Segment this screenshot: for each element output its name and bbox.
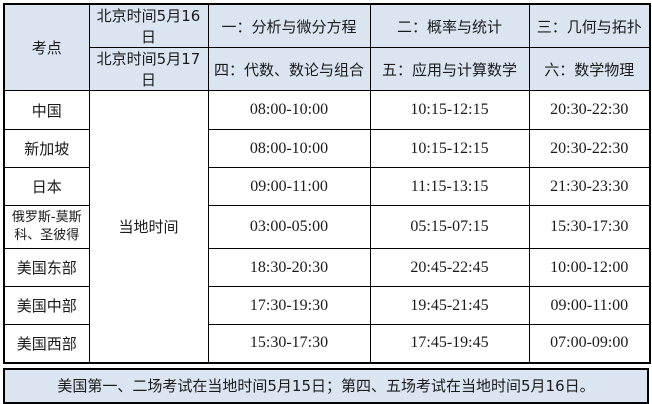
location-cell: 美国西部 [3,324,90,363]
time-cell: 05:15-07:15 [369,205,530,249]
subject-2-cell: 二：概率与统计 [369,3,530,48]
time-cell: 19:45-21:45 [369,286,530,325]
table-row-russia: 俄罗斯-莫斯科、圣彼得 03:00-05:00 05:15-07:15 15:3… [3,205,651,249]
location-cell: 美国中部 [3,286,90,325]
table-row-us-east: 美国东部 18:30-20:30 20:45-22:45 10:00-12:00 [3,248,651,287]
location-cell: 新加坡 [3,129,90,168]
time-cell: 10:15-12:15 [369,90,530,130]
time-cell: 03:00-05:00 [207,205,371,249]
subject-4-cell: 四：代数、数论与组合 [207,47,371,91]
time-cell: 09:00-11:00 [207,167,371,206]
location-cell: 中国 [3,90,90,130]
time-cell: 17:45-19:45 [369,324,530,363]
subject-1-cell: 一：分析与微分方程 [207,3,371,48]
table-row-japan: 日本 09:00-11:00 11:15-13:15 21:30-23:30 [3,167,651,206]
time-cell: 21:30-23:30 [528,167,651,206]
time-cell: 20:30-22:30 [528,129,651,168]
time-cell: 09:00-11:00 [528,286,651,325]
table-row-us-west: 美国西部 15:30-17:30 17:45-19:45 07:00-09:00 [3,324,651,363]
time-cell: 10:00-12:00 [528,248,651,287]
local-time-cell: 当地时间 [88,90,209,363]
header-row-day2: 北京时间5月17日 四：代数、数论与组合 五：应用与计算数学 六：数学物理 [4,47,651,91]
time-cell: 20:45-22:45 [369,248,530,287]
time-cell: 10:15-12:15 [369,129,530,168]
table-row-us-central: 美国中部 17:30-19:30 19:45-21:45 09:00-11:00 [3,286,651,325]
time-cell: 08:00-10:00 [207,129,371,168]
location-cell: 美国东部 [3,248,90,287]
beijing-time-day1-cell: 北京时间5月16日 [88,3,209,48]
subject-5-cell: 五：应用与计算数学 [369,47,530,91]
corner-cell-location-header: 考点 [3,3,90,91]
time-cell: 18:30-20:30 [207,248,371,287]
subject-3-cell: 三：几何与拓扑 [528,3,651,48]
location-cell: 俄罗斯-莫斯科、圣彼得 [3,205,90,249]
time-cell: 07:00-09:00 [528,324,651,363]
table-row-singapore: 新加坡 08:00-10:00 10:15-12:15 20:30-22:30 [3,129,651,168]
time-cell: 20:30-22:30 [528,90,651,130]
footnote-banner: 美国第一、二场考试在当地时间5月15日；第四、五场考试在当地时间5月16日。 [3,367,649,404]
time-cell: 11:15-13:15 [369,167,530,206]
subject-6-cell: 六：数学物理 [528,47,651,91]
header-row-day1: 考点 北京时间5月16日 一：分析与微分方程 二：概率与统计 三：几何与拓扑 [3,3,651,91]
exam-schedule-table: 考点 北京时间5月16日 一：分析与微分方程 二：概率与统计 三：几何与拓扑 北… [3,3,651,364]
beijing-time-day2-cell: 北京时间5月17日 [88,47,209,91]
location-cell: 日本 [3,167,90,206]
time-cell: 15:30-17:30 [528,205,651,249]
table-row-china: 中国 当地时间 08:00-10:00 10:15-12:15 20:30-22… [3,90,651,363]
time-cell: 08:00-10:00 [207,90,371,130]
footnote-text: 美国第一、二场考试在当地时间5月15日；第四、五场考试在当地时间5月16日。 [57,377,595,395]
time-cell: 17:30-19:30 [207,286,371,325]
time-cell: 15:30-17:30 [207,324,371,363]
